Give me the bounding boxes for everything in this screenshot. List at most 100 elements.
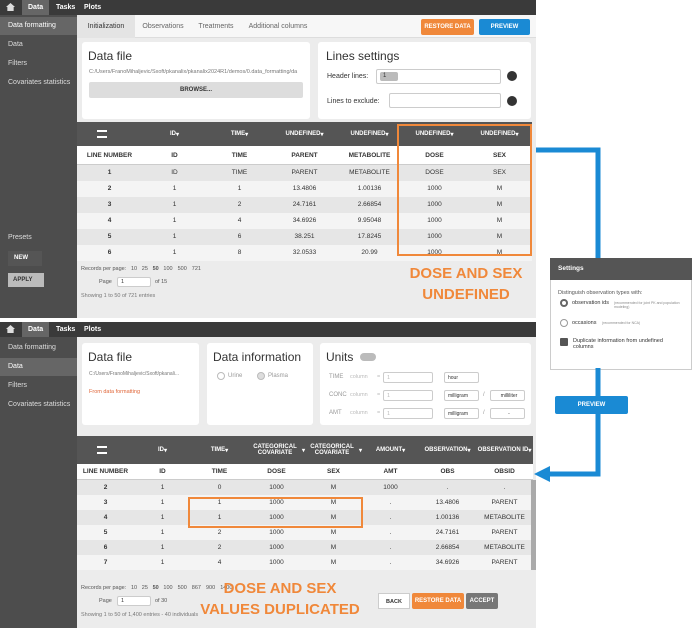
column-type-dropdown[interactable]: CATEGORICAL COVARIATE: [305, 436, 362, 464]
radio[interactable]: [257, 372, 265, 380]
records-option[interactable]: 25: [141, 585, 148, 591]
records-option[interactable]: 500: [177, 585, 187, 591]
unit-factor[interactable]: 1: [383, 408, 433, 419]
sidebar-item[interactable]: Covariates statistics: [8, 401, 71, 408]
table-cell: .: [389, 514, 392, 521]
records-option[interactable]: 25: [141, 266, 148, 272]
records-option[interactable]: 50: [152, 585, 159, 591]
table-cell: 1: [172, 217, 177, 224]
unit-select[interactable]: milligram: [444, 390, 479, 401]
home-icon[interactable]: [6, 325, 15, 333]
sidebar-item[interactable]: Filters: [8, 382, 28, 389]
sidebar-item[interactable]: Data: [8, 41, 23, 48]
restore-button[interactable]: RESTORE DATA: [412, 593, 464, 609]
column-type-dropdown[interactable]: ID: [142, 122, 207, 146]
restore-button[interactable]: RESTORE DATA: [421, 19, 474, 35]
column-type-dropdown[interactable]: ID: [134, 436, 191, 464]
column-type-dropdown[interactable]: TIME: [191, 436, 248, 464]
apply-button[interactable]: APPLY: [8, 273, 44, 287]
unit-select[interactable]: milliliter: [490, 390, 525, 401]
unit-select[interactable]: milligram: [444, 408, 479, 419]
page-label: Page: [99, 279, 112, 285]
table-cell: METABOLITE: [484, 544, 525, 551]
column-header: TIME: [211, 468, 228, 475]
radio[interactable]: [560, 299, 568, 307]
preview-button[interactable]: PREVIEW: [555, 396, 628, 414]
table-cell: 24.7161: [292, 201, 317, 208]
page-input[interactable]: 1: [117, 596, 151, 606]
nav-tab[interactable]: Plots: [84, 4, 102, 11]
column-header: AMT: [383, 468, 398, 475]
column-header: LINE NUMBER: [86, 152, 133, 159]
clear-icon[interactable]: [507, 71, 517, 81]
radio[interactable]: [560, 319, 568, 327]
tab[interactable]: Treatments: [198, 23, 234, 30]
column-type-dropdown[interactable]: OBSERVATION: [419, 436, 476, 464]
records-option[interactable]: 10: [131, 585, 138, 591]
nav-tab[interactable]: Data: [22, 322, 50, 337]
unit-column: column: [350, 392, 368, 398]
records-option[interactable]: 100: [163, 266, 173, 272]
radio[interactable]: [217, 372, 225, 380]
records-option[interactable]: 50: [152, 266, 159, 272]
column-header: SEX: [326, 468, 340, 475]
records-option[interactable]: 500: [177, 266, 187, 272]
nav-tab[interactable]: Tasks: [56, 4, 76, 11]
tab[interactable]: Initialization: [77, 15, 135, 38]
exclude-input[interactable]: [389, 93, 501, 108]
table-cell: 32.0533: [292, 249, 317, 256]
records-option[interactable]: 100: [163, 585, 173, 591]
table-cell: DOSE: [425, 169, 444, 176]
tab[interactable]: Additional columns: [248, 23, 308, 30]
sidebar-item[interactable]: Data formatting: [8, 344, 56, 351]
column-type-dropdown[interactable]: UNDEFINED: [402, 122, 467, 146]
records-option[interactable]: 721: [191, 266, 201, 272]
table-cell: 1000: [269, 529, 284, 536]
new-button[interactable]: NEW: [8, 251, 42, 266]
tab[interactable]: Observations: [142, 23, 184, 30]
header-lines-input[interactable]: [376, 69, 501, 84]
unit-eq: =: [377, 392, 381, 398]
table-cell: M: [496, 185, 503, 192]
column-type-dropdown[interactable]: UNDEFINED: [467, 122, 532, 146]
records-option[interactable]: 1400: [220, 585, 233, 591]
records-option[interactable]: 900: [206, 585, 216, 591]
clear-icon[interactable]: [507, 96, 517, 106]
page-input[interactable]: 1: [117, 277, 151, 287]
sidebar-item[interactable]: Data formatting: [0, 17, 77, 35]
table-cell: 7: [103, 559, 108, 566]
column-type-dropdown[interactable]: TIME: [207, 122, 272, 146]
table-cell: M: [330, 559, 337, 566]
column-type-dropdown[interactable]: AMOUNT: [362, 436, 419, 464]
records-option[interactable]: 867: [191, 585, 201, 591]
table-cell: 1: [237, 185, 242, 192]
table-cell: 2: [217, 544, 222, 551]
sidebar-item[interactable]: Filters: [8, 60, 28, 67]
nav-tab[interactable]: Data: [22, 0, 50, 15]
browse-button[interactable]: BROWSE...: [89, 82, 303, 98]
preview-button[interactable]: PREVIEW: [479, 19, 530, 35]
accept-button[interactable]: ACCEPT: [466, 593, 498, 609]
records-option[interactable]: 10: [131, 266, 138, 272]
column-type-dropdown[interactable]: UNDEFINED: [272, 122, 337, 146]
unit-select[interactable]: -: [490, 408, 525, 419]
home-icon[interactable]: [6, 3, 15, 11]
checkbox[interactable]: [560, 338, 568, 346]
sidebar-item[interactable]: Covariates statistics: [8, 79, 71, 86]
toggle[interactable]: [360, 353, 376, 361]
nav-tab[interactable]: Plots: [84, 326, 102, 333]
table-cell: 4: [237, 217, 242, 224]
unit-select[interactable]: hour: [444, 372, 479, 383]
table-cell: 1: [160, 514, 165, 521]
menu-icon[interactable]: [97, 446, 107, 454]
nav-tab[interactable]: Tasks: [56, 326, 76, 333]
sidebar-item[interactable]: Data: [0, 358, 77, 376]
column-type-dropdown[interactable]: CATEGORICAL COVARIATE: [248, 436, 305, 464]
back-button[interactable]: BACK: [378, 593, 410, 609]
unit-factor[interactable]: 1: [383, 390, 433, 401]
menu-icon[interactable]: [97, 130, 107, 138]
unit-factor[interactable]: 1: [383, 372, 433, 383]
radio-note: (recommended for NCA): [602, 321, 641, 325]
column-type-dropdown[interactable]: OBSERVATION ID: [476, 436, 533, 464]
column-type-dropdown[interactable]: UNDEFINED: [337, 122, 402, 146]
